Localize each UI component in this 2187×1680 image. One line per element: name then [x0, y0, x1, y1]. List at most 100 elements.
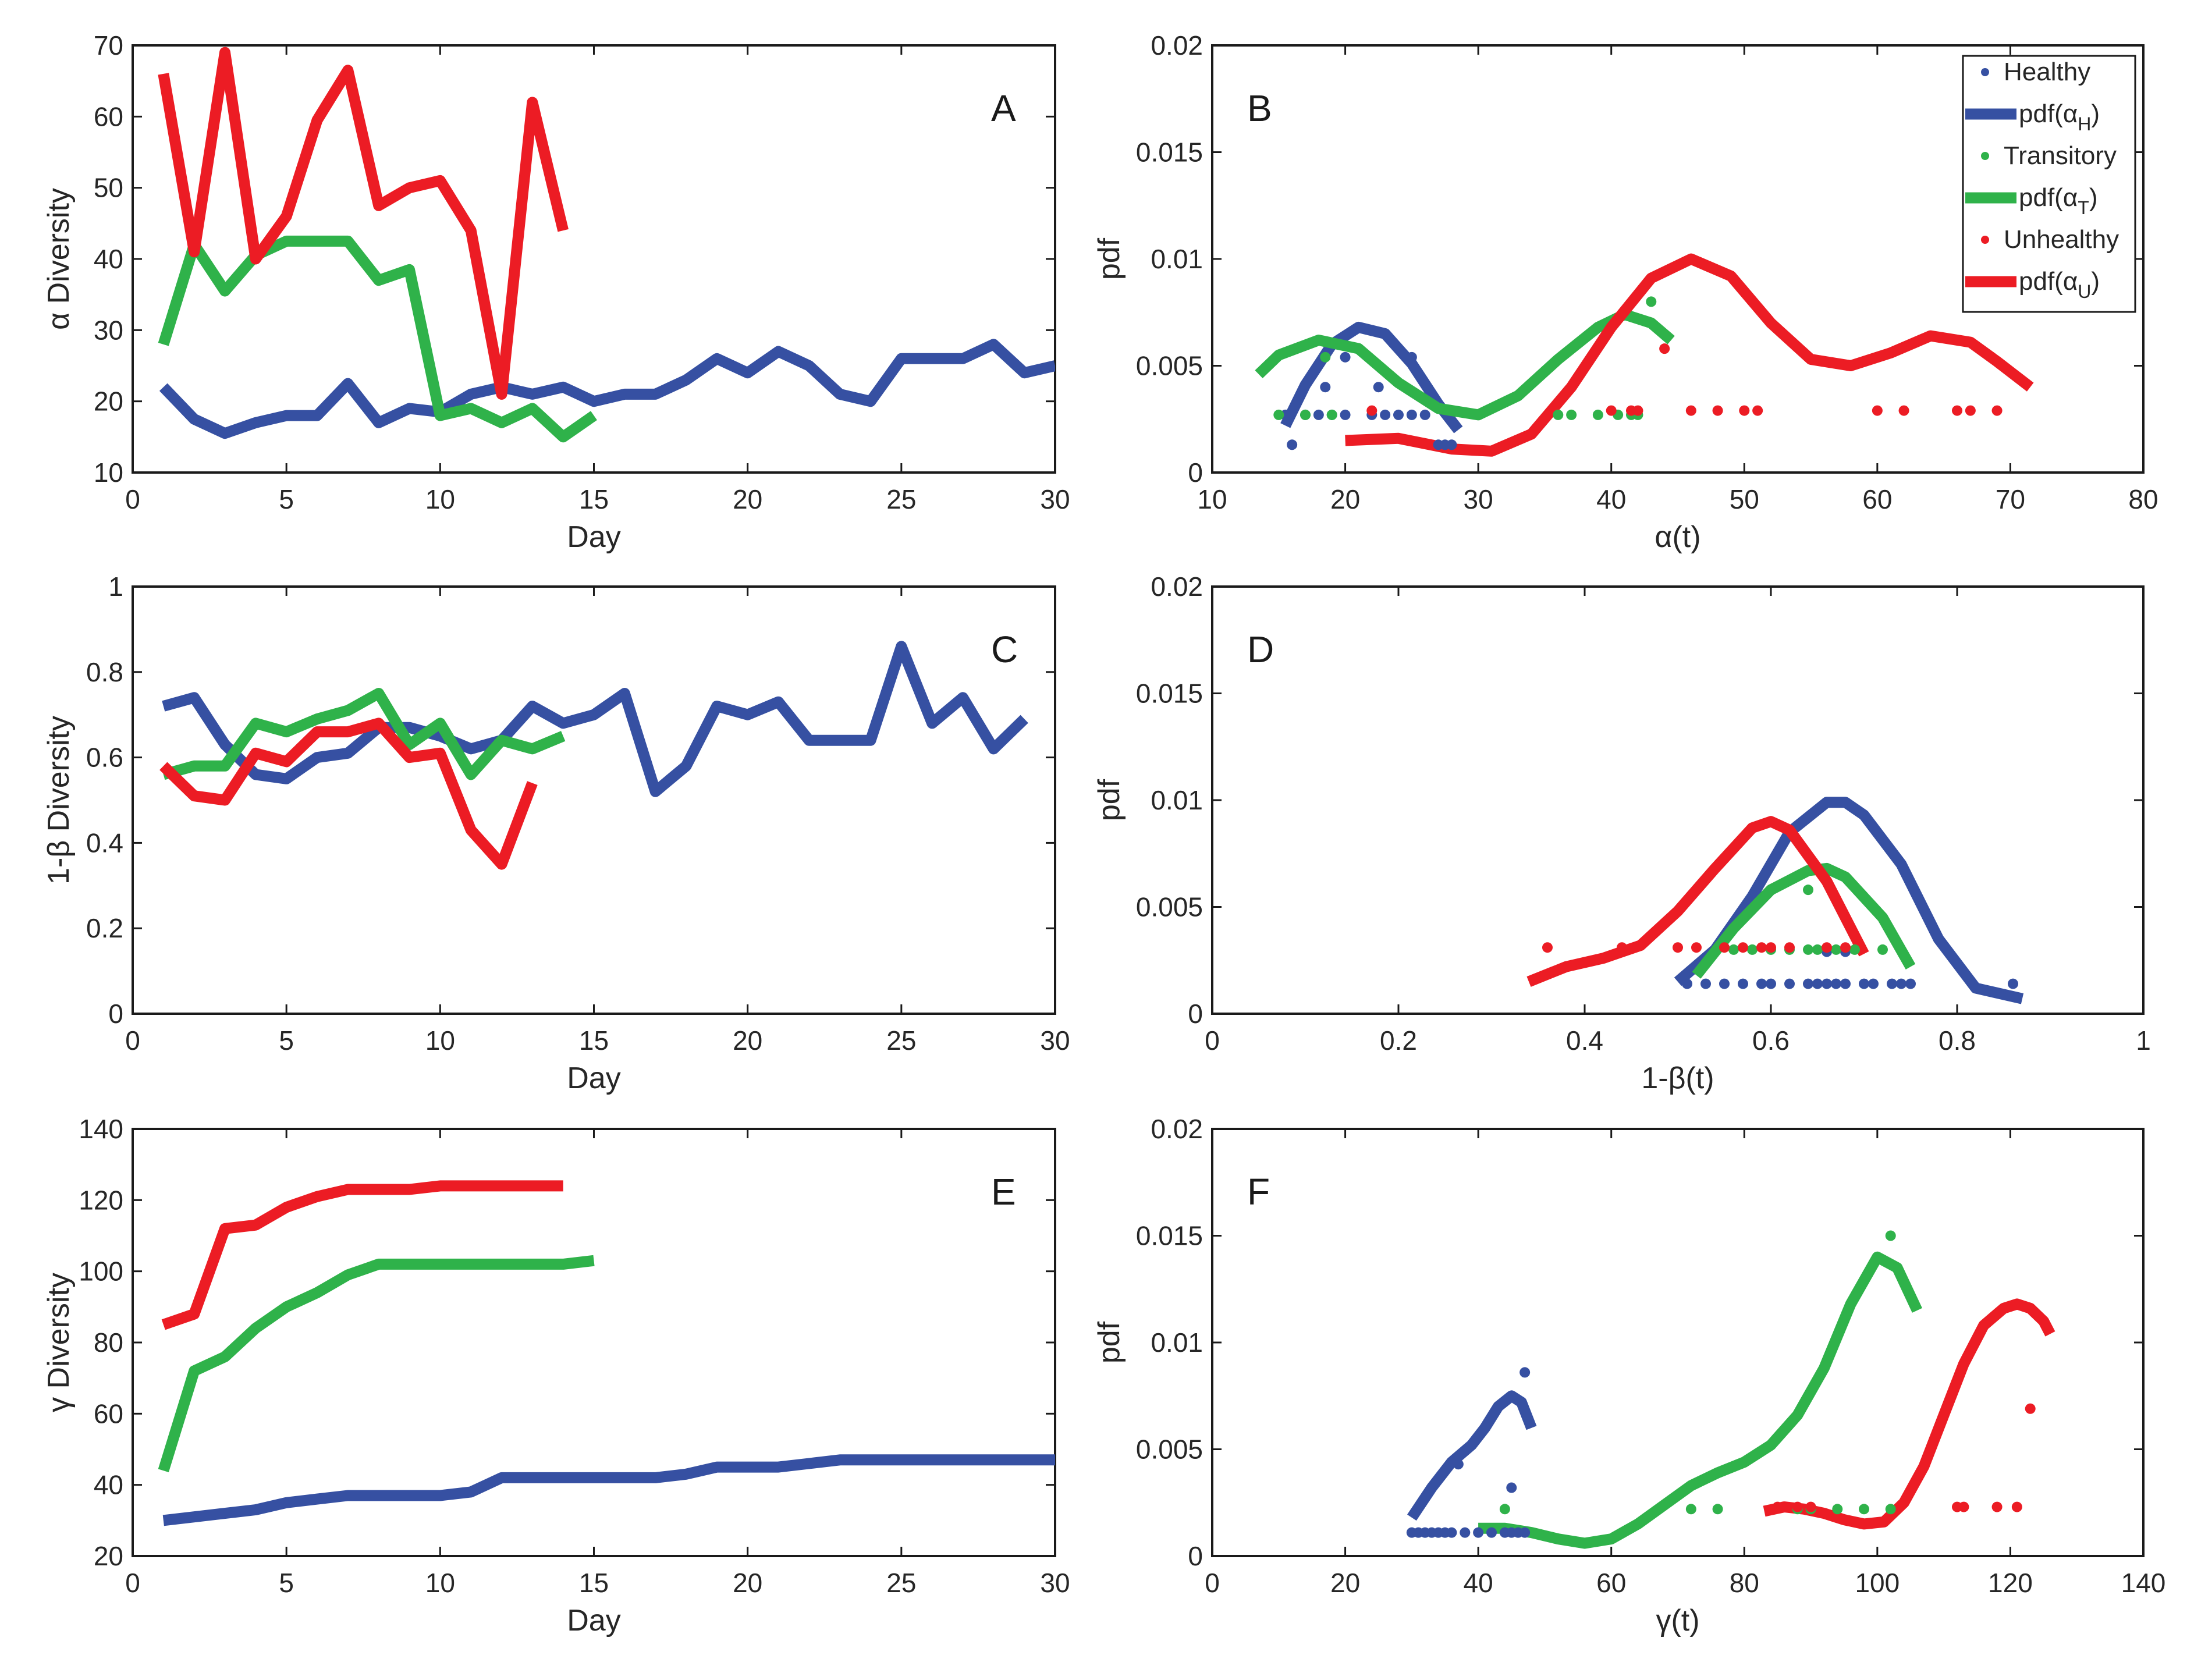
y-axis-label: pdf: [1092, 779, 1126, 821]
y-tick-label: 0.005: [1136, 892, 1203, 922]
data-point-healthy: [1719, 978, 1730, 989]
x-tick-label: 80: [2128, 484, 2158, 514]
data-point-transitory: [1877, 944, 1888, 955]
y-tick-label: 10: [94, 457, 123, 488]
panel-d: 0 0.2 0.4 0.6 0.8 1 0 0.005 0.01 0.015 0.02 1-β(t) p…: [1092, 571, 2151, 1095]
data-point-healthy: [1682, 978, 1692, 989]
legend-label: pdf(αT): [2019, 183, 2097, 218]
data-point-healthy: [1406, 351, 1417, 363]
y-tick-label: 0.6: [86, 743, 123, 773]
legend-label-sub: T: [2078, 197, 2089, 218]
x-tick-label: 0.6: [1752, 1025, 1790, 1056]
x-tick-label: 0.8: [1939, 1025, 1976, 1056]
data-point-transitory: [1803, 885, 1813, 896]
data-point-healthy: [1803, 978, 1813, 989]
data-point-unhealthy: [2025, 1403, 2036, 1414]
data-point-transitory: [1747, 944, 1758, 955]
x-axis-label: Day: [567, 1061, 620, 1095]
data-point-healthy: [1822, 978, 1832, 989]
series-line-unhealthy: [159, 718, 538, 870]
x-tick-label: 0: [125, 1025, 140, 1056]
data-point-healthy: [1756, 978, 1767, 989]
y-tick-label: 140: [79, 1114, 123, 1144]
y-tick-label: 50: [94, 173, 123, 203]
data-point-unhealthy: [1772, 1501, 1783, 1512]
y-tick-label: 0.005: [1136, 1434, 1203, 1465]
data-point-healthy: [1320, 382, 1331, 393]
x-tick-label: 10: [425, 484, 455, 514]
data-point-unhealthy: [1756, 942, 1767, 953]
data-point-transitory: [1812, 944, 1823, 955]
data-point-unhealthy: [1542, 942, 1553, 953]
legend-label: Healthy: [2004, 58, 2090, 86]
y-tick-label: 20: [94, 1541, 123, 1571]
pdf-curve-unhealthy: [1763, 1298, 2055, 1530]
axes-frame-e: [132, 1128, 1056, 1557]
data-point-healthy: [1905, 978, 1916, 989]
x-tick-label: 25: [886, 1025, 916, 1056]
legend-label-tail: ): [2091, 100, 2100, 128]
data-point-unhealthy: [1606, 405, 1617, 416]
data-point-healthy: [1453, 1459, 1464, 1470]
data-point-healthy: [1486, 1527, 1497, 1538]
data-point-transitory: [1849, 944, 1860, 955]
x-tick-label: 0: [125, 1568, 140, 1598]
data-point-transitory: [1728, 944, 1739, 955]
y-tick-label: 1: [108, 571, 123, 602]
legend-label: pdf(αH): [2019, 100, 2100, 134]
panel-letter: E: [991, 1171, 1016, 1213]
x-tick-label: 30: [1040, 1025, 1070, 1056]
panel-f: 0 20 40 60 80 100 120 140 0 0.005 0.01 0.015 0.02 γ(t…: [1092, 1114, 2165, 1638]
x-tick-label: 120: [1988, 1568, 2033, 1598]
data-point-healthy: [1446, 1527, 1457, 1538]
y-tick-label: 0.8: [86, 657, 123, 687]
axes-frame-a: [132, 44, 1056, 474]
series-line-healthy: [159, 339, 1055, 439]
data-point-unhealthy: [1673, 942, 1683, 953]
legend-label-main: pdf(α: [2019, 267, 2078, 296]
data-point-healthy: [1766, 978, 1776, 989]
data-point-healthy: [1896, 978, 1906, 989]
data-point-transitory: [1553, 409, 1564, 420]
data-point-unhealthy: [1719, 942, 1730, 953]
x-tick-label: 25: [886, 484, 916, 514]
x-tick-label: 20: [733, 484, 762, 514]
x-tick-label: 5: [279, 1568, 294, 1598]
data-point-healthy: [1868, 978, 1879, 989]
x-tick-label: 40: [1464, 1568, 1493, 1598]
x-tick-label: 20: [733, 1025, 762, 1056]
pdf-curve-unhealthy: [1526, 816, 1869, 987]
legend-label: pdf(αU): [2019, 267, 2100, 302]
pdf-curve-transitory: [1478, 1251, 1923, 1549]
y-tick-label: 120: [79, 1185, 123, 1215]
data-point-transitory: [1685, 1504, 1696, 1515]
x-tick-label: 100: [1855, 1568, 1900, 1598]
plot-area-d: [1526, 797, 2024, 1004]
x-tick-label: 0.2: [1380, 1025, 1417, 1056]
series-line-transitory: [158, 1255, 595, 1473]
x-tick-label: 10: [425, 1025, 455, 1056]
y-tick-label: 0.015: [1136, 679, 1203, 709]
y-tick-label: 70: [94, 30, 123, 61]
x-axis-label: Day: [567, 1604, 620, 1638]
y-tick-label: 0: [1188, 999, 1203, 1029]
y-tick-label: 0.005: [1136, 351, 1203, 381]
panel-letter: C: [991, 628, 1018, 670]
data-point-transitory: [1831, 944, 1841, 955]
panel-e: 0 5 10 15 20 25 30 20 40 60 80 100 120 140 Day γ Divers…: [42, 1114, 1070, 1638]
series-line-unhealthy: [158, 47, 569, 400]
y-tick-label: 60: [94, 101, 123, 132]
y-axis-label: 1-β Diversity: [42, 716, 76, 885]
x-tick-label: 20: [1330, 1568, 1360, 1598]
data-point-unhealthy: [1792, 1501, 1803, 1512]
x-tick-label: 0: [125, 484, 140, 514]
data-point-healthy: [1340, 409, 1351, 420]
y-tick-label: 0: [108, 999, 123, 1029]
data-point-healthy: [1812, 978, 1823, 989]
x-tick-label: 5: [279, 484, 294, 514]
data-point-healthy: [1887, 978, 1897, 989]
y-axis-label: pdf: [1092, 237, 1126, 280]
data-point-unhealthy: [1738, 942, 1748, 953]
data-point-healthy: [1340, 351, 1351, 363]
y-tick-label: 100: [79, 1256, 123, 1287]
